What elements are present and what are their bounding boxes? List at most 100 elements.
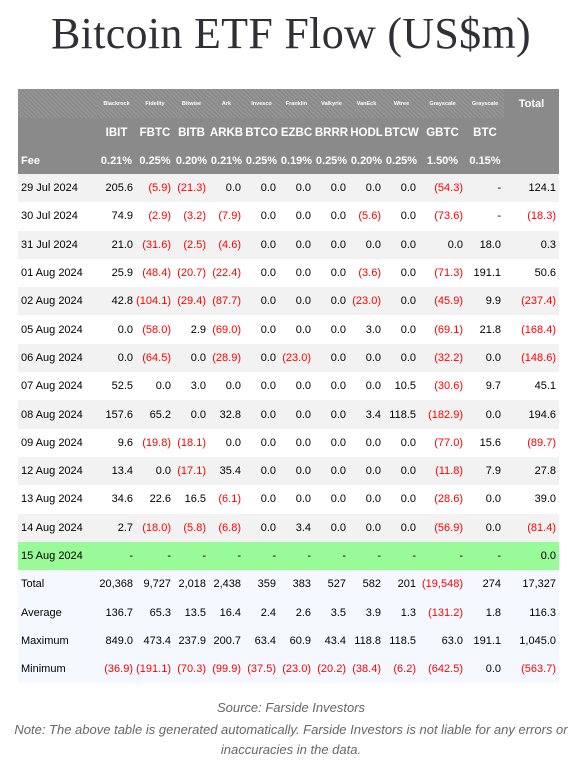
flow-cell: 3.0	[174, 372, 209, 401]
ticker-header: BTC	[466, 118, 504, 147]
flow-cell: 0.0	[279, 400, 314, 429]
summary-cell: 274	[466, 570, 504, 599]
header-corner	[18, 118, 97, 147]
summary-label: Average	[18, 598, 97, 627]
flow-cell: 0.0	[279, 230, 314, 259]
flow-cell: 0.0	[314, 174, 349, 203]
flow-cell: 0.0	[279, 202, 314, 231]
flow-cell: 0.0	[244, 202, 279, 231]
flow-cell: 0.0	[504, 541, 559, 571]
flow-cell: 0.0	[419, 230, 466, 259]
flow-cell: 2.9	[174, 315, 209, 344]
flow-cell: -	[466, 541, 504, 571]
summary-label: Minimum	[18, 655, 97, 684]
summary-cell: 3.9	[349, 598, 384, 627]
flow-cell: 0.0	[349, 428, 384, 457]
issuer-header: Invesco	[244, 89, 279, 118]
flow-cell: 0.0	[384, 485, 419, 514]
flow-cell: (21.3)	[174, 174, 209, 203]
row-date: 09 Aug 2024	[18, 428, 97, 457]
summary-cell: 2.6	[279, 598, 314, 627]
issuer-header: VanEck	[349, 89, 384, 118]
flow-cell: 25.9	[97, 258, 136, 288]
summary-cell: 43.4	[314, 626, 349, 656]
issuer-header: Grayscale	[419, 89, 466, 118]
flow-cell: 0.0	[209, 372, 244, 401]
flow-cell: (3.2)	[174, 202, 209, 231]
flow-cell: 0.0	[349, 230, 384, 259]
table-row: 07 Aug 2024 52.5 0.0 3.0 0.0 0.0 0.0 0.0 0.0 10.5…	[18, 372, 559, 401]
row-date: 14 Aug 2024	[18, 513, 97, 542]
issuer-header: Franklin	[279, 89, 314, 118]
fee-value: 0.21%	[97, 147, 136, 174]
flow-cell: 42.8	[97, 287, 136, 316]
flow-cell: (87.7)	[209, 287, 244, 316]
flow-cell: 0.0	[279, 258, 314, 288]
issuer-header: Bitwise	[174, 89, 209, 118]
flow-cell: 0.0	[384, 343, 419, 373]
table-row: 01 Aug 2024 25.9 (48.4) (20.7) (22.4) 0.0 0.0 0…	[18, 258, 559, 288]
flow-cell: 9.6	[97, 428, 136, 457]
row-date: 01 Aug 2024	[18, 258, 97, 288]
table-row: 15 Aug 2024- - - - - - - - - - -0.0	[18, 541, 559, 571]
summary-cell: 191.1	[466, 626, 504, 656]
summary-cell: 2.4	[244, 598, 279, 627]
table-row: 30 Jul 2024 74.9 (2.9) (3.2) (7.9) 0.0 0.0 0.0(…	[18, 202, 559, 231]
header-spacer	[504, 118, 559, 147]
etf-flow-table: Blackrock Fidelity Bitwise Ark Invesco Frankl…	[18, 89, 559, 684]
flow-cell: 0.0	[384, 287, 419, 316]
source-text: Source: Farside Investors	[216, 700, 366, 715]
summary-cell: 3.5	[314, 598, 349, 627]
fee-row: Fee 0.21% 0.25% 0.20% 0.21% 0.25% 0.19% 0.25% 0.…	[18, 147, 559, 174]
issuer-header: Wtree	[384, 89, 419, 118]
flow-cell: -	[349, 541, 384, 571]
flow-cell: (104.1)	[136, 287, 174, 316]
flow-cell: 0.0	[314, 485, 349, 514]
flow-cell: 16.5	[174, 485, 209, 514]
summary-cell: (37.5)	[244, 655, 279, 684]
flow-cell: (30.6)	[419, 372, 466, 401]
table-body: Blackrock Fidelity Bitwise Ark Invesco Frankl…	[18, 89, 559, 684]
flow-cell: -	[244, 541, 279, 571]
flow-cell: 27.8	[504, 456, 559, 486]
header-tickers-row: IBIT FBTC BITB ARKB BTCO EZBC BRRR HODL BTCW GBTC…	[18, 118, 559, 147]
flow-cell: (69.0)	[209, 315, 244, 344]
flow-cell: 0.0	[349, 485, 384, 514]
flow-cell: (32.2)	[419, 343, 466, 373]
flow-cell: -	[419, 541, 466, 571]
flow-cell: 0.0	[174, 343, 209, 373]
flow-cell: 0.0	[466, 400, 504, 429]
flow-cell: 0.0	[349, 456, 384, 486]
row-date: 15 Aug 2024	[18, 541, 97, 571]
flow-cell: 0.0	[244, 485, 279, 514]
issuer-header: Blackrock	[97, 89, 136, 118]
flow-cell: (19.8)	[136, 428, 174, 457]
summary-cell: 1,045.0	[504, 626, 559, 656]
summary-cell: (20.2)	[314, 655, 349, 684]
summary-cell: (191.1)	[136, 655, 174, 684]
flow-cell: 0.0	[136, 372, 174, 401]
flow-cell: 7.9	[466, 456, 504, 486]
ticker-header: BTCO	[244, 118, 279, 147]
summary-row: Maximum 849.0 473.4 237.9 200.7 63.4 60.9 43.4 1…	[18, 626, 559, 656]
row-date: 07 Aug 2024	[18, 372, 97, 401]
disclaimer-note: Note: The above table is generated autom…	[14, 722, 568, 757]
summary-row: Average 136.7 65.3 13.5 16.4 2.4 2.6 3.5 3.9 1.3(…	[18, 598, 559, 627]
ticker-header: BRRR	[314, 118, 349, 147]
flow-cell: 0.0	[384, 456, 419, 486]
flow-cell: 0.0	[314, 315, 349, 344]
flow-cell: (237.4)	[504, 287, 559, 316]
summary-cell: (23.0)	[279, 655, 314, 684]
flow-cell: (73.6)	[419, 202, 466, 231]
flow-cell: 39.0	[504, 485, 559, 514]
flow-cell: 0.0	[349, 372, 384, 401]
flow-cell: 74.9	[97, 202, 136, 231]
flow-cell: 50.6	[504, 258, 559, 288]
flow-cell: 0.0	[279, 174, 314, 203]
flow-cell: 0.0	[314, 258, 349, 288]
ticker-header: ARKB	[209, 118, 244, 147]
flow-cell: -	[209, 541, 244, 571]
summary-cell: 1.3	[384, 598, 419, 627]
flow-cell: 0.0	[349, 513, 384, 542]
ticker-header: HODL	[349, 118, 384, 147]
